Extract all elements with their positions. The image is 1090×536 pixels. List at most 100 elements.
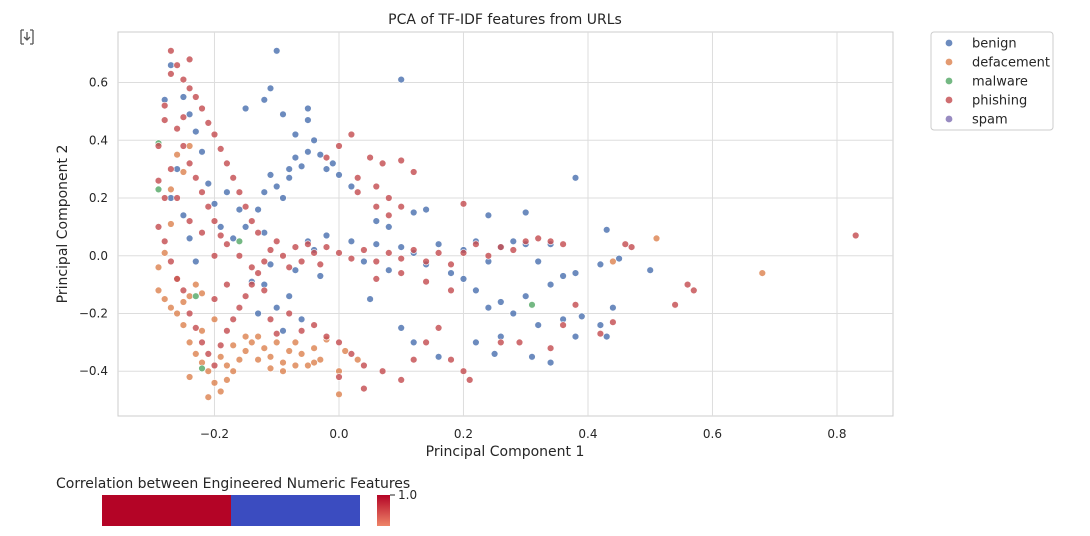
data-point: [204, 203, 213, 211]
grid: [118, 32, 893, 416]
heatmap-cell: [231, 495, 360, 526]
data-point: [279, 367, 287, 375]
data-point: [534, 257, 542, 266]
data-point: [266, 260, 275, 269]
x-axis-label: Principal Component 1: [426, 444, 585, 460]
data-point: [154, 177, 163, 185]
data-point: [397, 324, 405, 332]
series-defacement: [154, 142, 766, 401]
data-point: [217, 387, 225, 396]
data-point: [372, 182, 380, 191]
data-point: [167, 220, 175, 228]
data-point: [167, 194, 175, 202]
data-point: [241, 332, 250, 341]
data-point: [335, 142, 343, 150]
data-point: [167, 304, 175, 312]
data-point: [192, 292, 200, 300]
data-point: [646, 266, 654, 274]
data-point: [310, 344, 318, 352]
data-point: [422, 257, 430, 266]
data-point: [260, 344, 268, 352]
chart-title: PCA of TF-IDF features from URLs: [388, 12, 622, 28]
y-axis-label: Principal Component 2: [55, 145, 71, 304]
data-point: [285, 309, 293, 318]
data-point: [546, 358, 555, 367]
data-point: [229, 341, 237, 349]
data-point: [534, 234, 542, 243]
data-point: [179, 211, 188, 220]
legend-label: malware: [972, 75, 1028, 90]
data-point: [167, 165, 175, 173]
data-point: [322, 231, 331, 240]
data-point: [217, 341, 225, 349]
data-point: [266, 171, 275, 179]
legend-frame: [930, 31, 1054, 131]
data-point: [304, 116, 312, 124]
heatmap-title: Correlation between Engineered Numeric F…: [56, 476, 410, 492]
y-tick-label: 0.6: [89, 76, 108, 90]
data-point: [497, 243, 505, 251]
data-point: [285, 174, 293, 182]
data-point: [559, 240, 567, 248]
legend-marker: [945, 96, 953, 104]
data-point: [515, 338, 524, 347]
data-point: [497, 338, 505, 347]
data-point: [204, 119, 213, 127]
data-point: [291, 153, 300, 162]
data-point: [273, 182, 281, 191]
colorbar: [377, 495, 390, 526]
data-point: [322, 165, 331, 173]
data-point: [335, 338, 343, 347]
data-point: [851, 231, 860, 240]
data-point: [210, 379, 219, 387]
data-point: [210, 217, 219, 225]
data-point: [173, 165, 181, 173]
data-point: [466, 376, 474, 384]
data-point: [596, 330, 605, 338]
data-point: [615, 254, 623, 263]
data-point: [167, 47, 175, 55]
data-point: [154, 263, 163, 271]
legend-marker: [945, 58, 953, 66]
data-point: [397, 75, 405, 84]
data-point: [335, 373, 343, 381]
data-point: [154, 286, 163, 295]
data-point: [291, 361, 300, 370]
data-point: [571, 332, 580, 341]
data-point: [347, 237, 356, 246]
data-point: [167, 70, 175, 78]
data-point: [198, 289, 206, 297]
y-tick-label: 0.2: [89, 191, 108, 205]
data-point: [509, 237, 517, 246]
data-point: [447, 260, 455, 269]
data-point: [285, 165, 293, 173]
data-point: [185, 55, 194, 64]
data-point: [198, 104, 206, 113]
data-point: [266, 364, 275, 373]
data-point: [434, 240, 443, 248]
output-toggle-icon[interactable]: [18, 28, 36, 46]
data-point: [322, 332, 331, 341]
data-point: [198, 188, 206, 196]
data-point: [671, 301, 679, 309]
plot-area: [117, 31, 894, 417]
data-point: [260, 96, 268, 104]
data-point: [235, 356, 244, 364]
x-tick-label: −0.2: [200, 427, 229, 441]
data-point: [596, 260, 605, 269]
data-point: [235, 237, 244, 246]
x-axis: −0.2 0.0 0.2 0.4 0.6 0.8: [200, 427, 847, 441]
legend-label: spam: [972, 113, 1008, 128]
data-point: [217, 223, 225, 231]
data-point: [509, 309, 517, 318]
data-point: [154, 223, 163, 231]
data-point: [210, 295, 219, 303]
heatmap-cells: [102, 495, 360, 526]
data-point: [484, 211, 493, 220]
data-point: [185, 292, 194, 300]
data-point: [185, 309, 194, 318]
data-point: [316, 356, 324, 364]
legend: benign defacement malware phishing spam: [930, 31, 1054, 131]
data-point: [241, 203, 250, 211]
